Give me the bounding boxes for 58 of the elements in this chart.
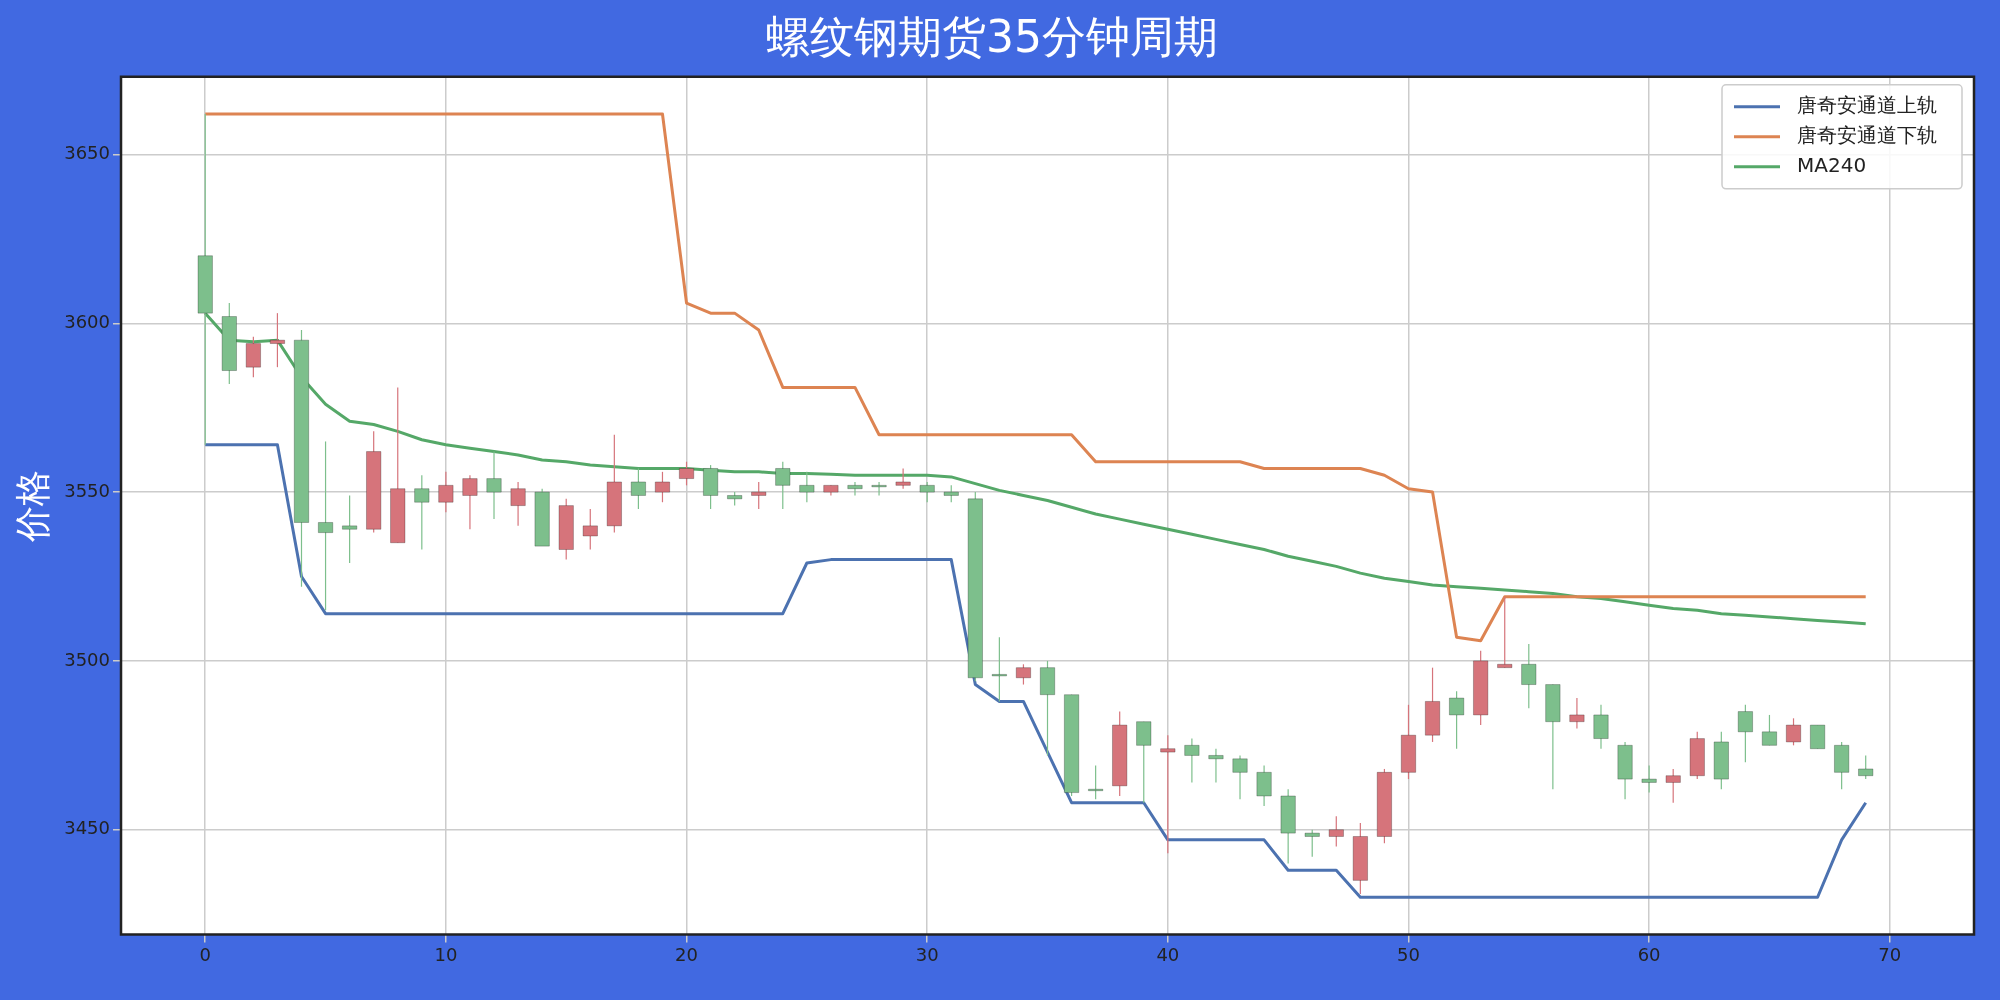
candlestick — [799, 471, 815, 503]
candlestick — [1569, 697, 1585, 730]
candlestick — [1785, 717, 1802, 746]
candlestick — [1665, 768, 1681, 804]
y-tick-label: 3450 — [64, 817, 111, 839]
candlestick — [438, 471, 454, 513]
candlestick — [245, 336, 262, 378]
candlestick — [486, 450, 502, 520]
legend-label: 唐奇安通道下轨 — [1797, 123, 1937, 147]
candlestick — [991, 636, 1008, 703]
candlestick — [1184, 737, 1200, 784]
candlestick — [1593, 704, 1609, 750]
candlestick — [1015, 663, 1032, 686]
y-tick-label: 3600 — [64, 310, 111, 332]
x-tick-label: 60 — [1637, 943, 1661, 965]
y-tick-label: 3550 — [64, 479, 111, 501]
x-tick-label: 40 — [1156, 943, 1180, 965]
candlestick — [510, 481, 526, 527]
y-tick-label: 3650 — [64, 142, 111, 164]
candlestick — [1208, 748, 1224, 784]
candlestick — [871, 481, 887, 497]
candlestick — [847, 481, 863, 497]
candlestick — [317, 440, 334, 611]
chart-title: 螺纹钢期货35分钟周期 — [766, 10, 1218, 62]
y-axis-title: 价格 — [11, 469, 53, 543]
candlestick — [1857, 754, 1874, 780]
candlestick — [654, 471, 671, 503]
candlestick — [1521, 643, 1537, 709]
candlestick — [1328, 815, 1344, 848]
x-tick-label: 10 — [434, 943, 458, 965]
x-tick-label: 0 — [199, 943, 211, 965]
candlestick — [1448, 690, 1465, 750]
candlestick — [895, 467, 911, 490]
candlestick — [1256, 764, 1272, 807]
candlestick — [1160, 734, 1176, 854]
candlestick — [1136, 721, 1152, 804]
candlestick — [678, 461, 695, 486]
candlestick — [341, 494, 358, 564]
candlestick — [582, 508, 598, 551]
y-tick-label: 3500 — [64, 648, 111, 670]
candlestick — [462, 474, 478, 530]
candlestick — [269, 312, 286, 368]
legend-label: 唐奇安通道上轨 — [1797, 93, 1937, 117]
x-tick-label: 70 — [1878, 943, 1902, 965]
candlestick — [1761, 714, 1778, 746]
candlestick — [775, 461, 791, 510]
x-tick-label: 20 — [675, 943, 698, 965]
candlestick — [414, 474, 430, 551]
x-tick-label: 30 — [915, 943, 939, 965]
candlestick — [919, 481, 935, 503]
legend-label: MA240 — [1797, 153, 1867, 177]
candlestick — [1497, 596, 1513, 669]
candlestick — [630, 467, 647, 510]
candlestick — [1232, 754, 1248, 800]
candlestick — [1737, 704, 1754, 763]
candlestick — [1087, 764, 1104, 800]
x-tick-label: 50 — [1397, 943, 1420, 965]
candlestick — [1809, 724, 1826, 750]
